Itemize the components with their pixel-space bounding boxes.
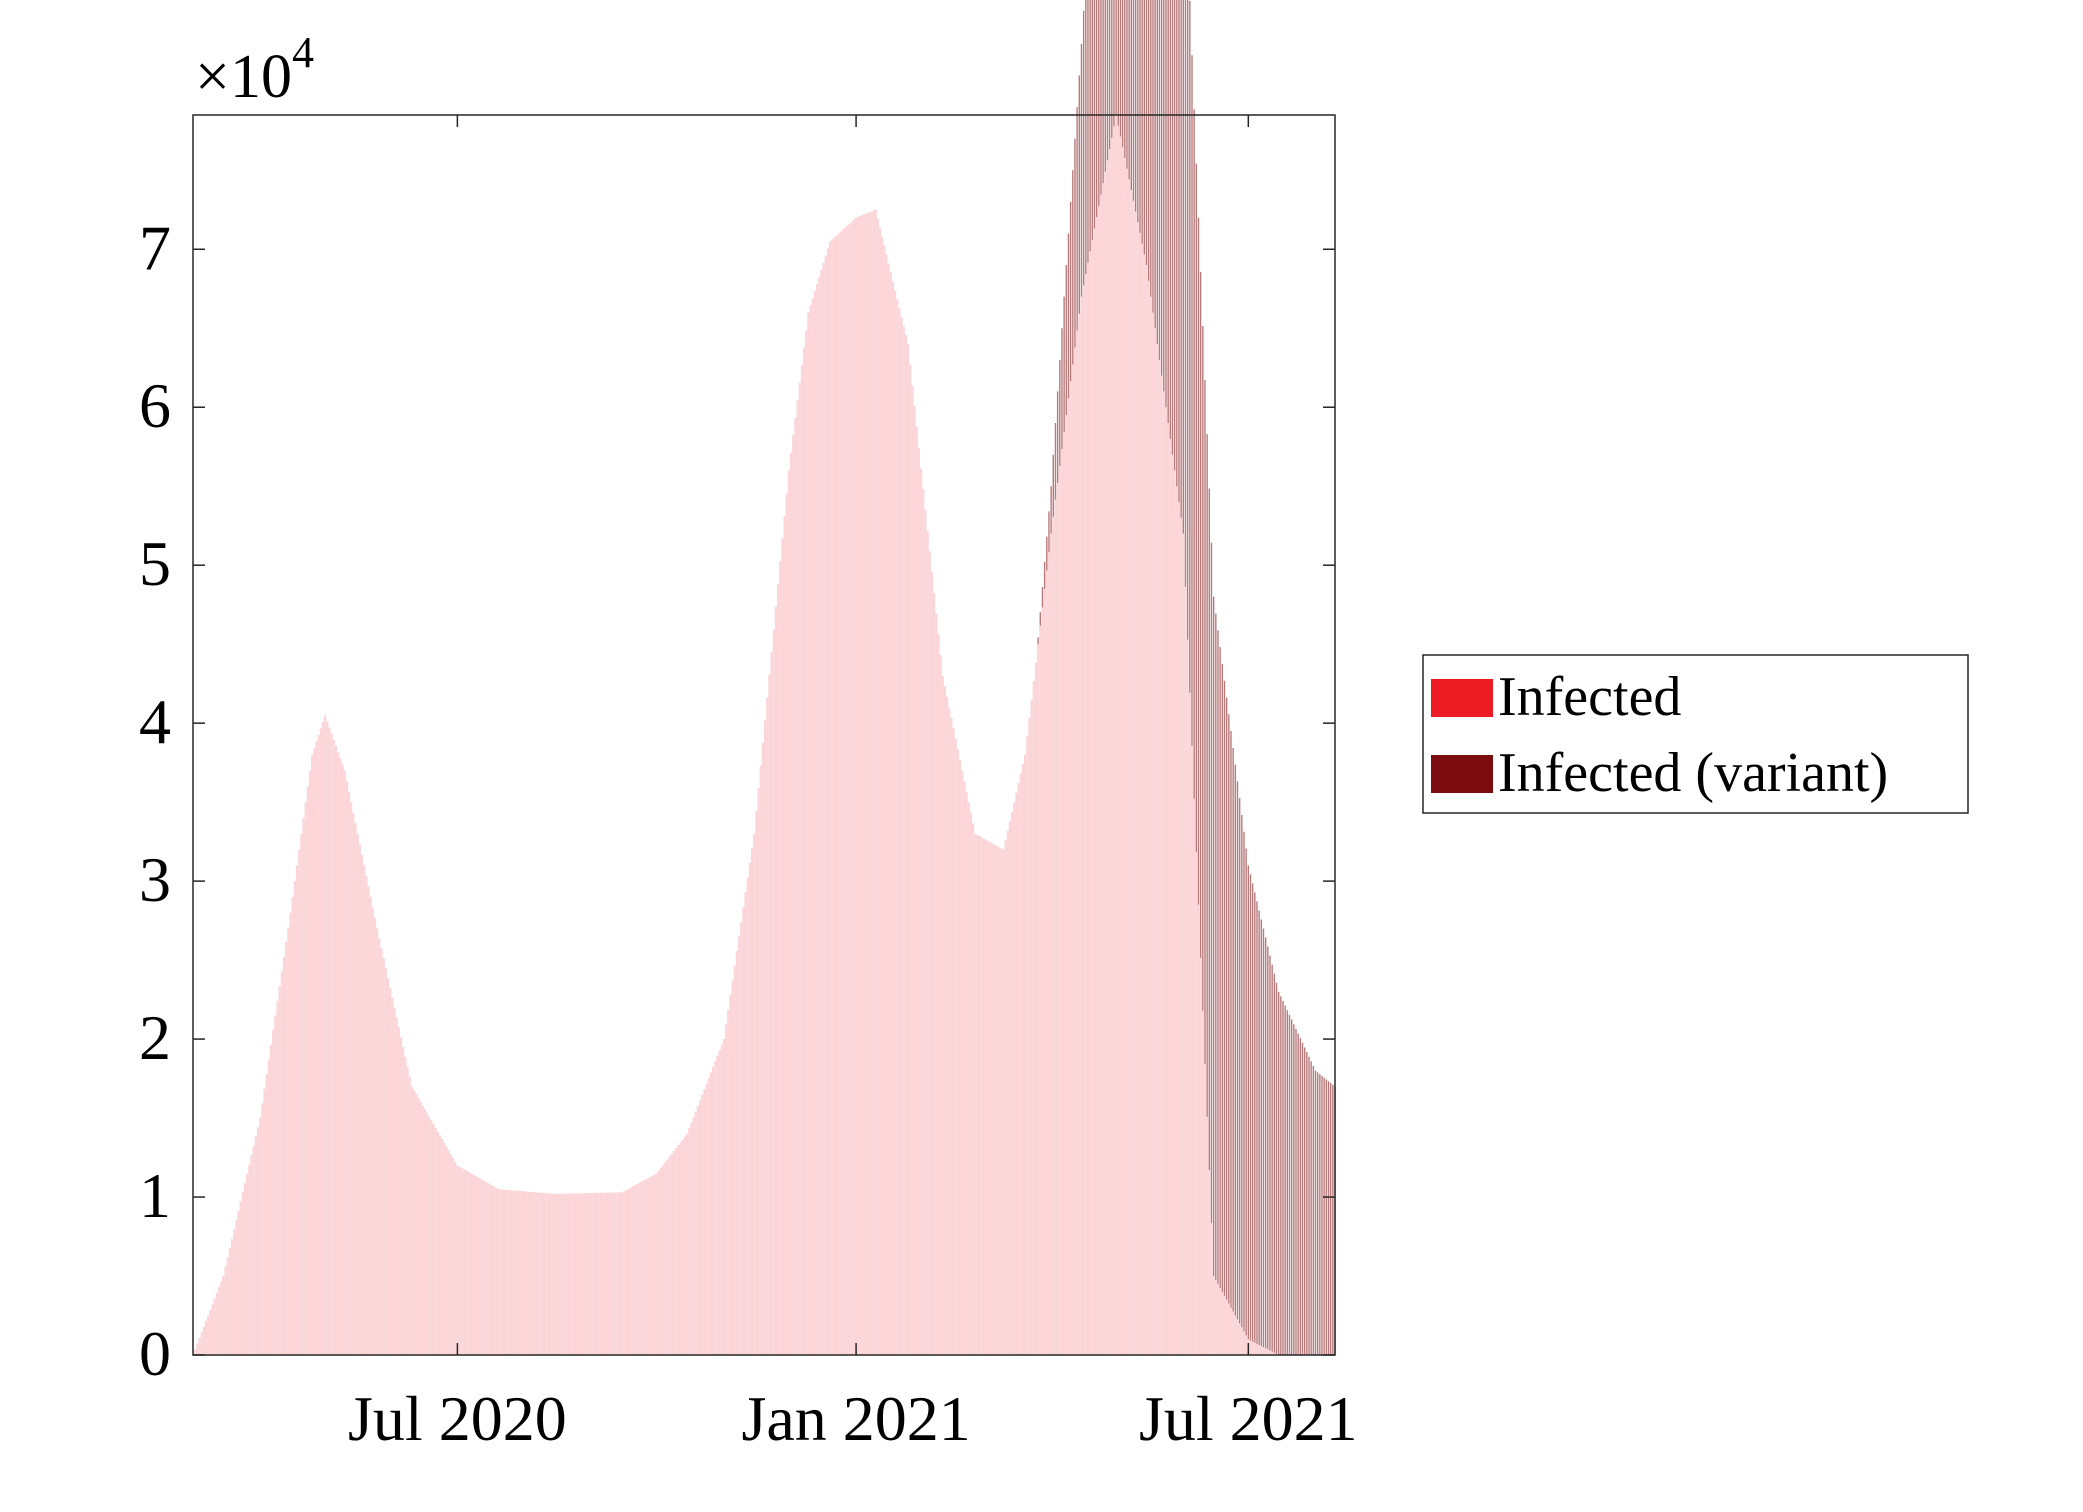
y-exponent-label: ×104 <box>195 28 314 111</box>
legend-swatch <box>1431 755 1493 793</box>
legend-box <box>1422 654 1969 814</box>
y-exponent-power: 4 <box>292 28 314 77</box>
y-tick-label: 3 <box>139 844 171 915</box>
x-tick-label: Jul 2021 <box>1139 1383 1358 1454</box>
y-tick-label: 1 <box>139 1160 171 1231</box>
x-tick-label: Jul 2020 <box>348 1383 567 1454</box>
y-tick-label: 0 <box>139 1318 171 1389</box>
y-tick-label: 6 <box>139 370 171 441</box>
legend: Infected Infected (variant) <box>1422 654 1969 814</box>
series-infected <box>194 115 1278 1355</box>
axes: 0 1 2 3 4 5 6 7 Jul 2020 Jan 2021 Jul 2021 ×104 <box>139 28 1358 1454</box>
axes-frame <box>192 114 1336 1356</box>
y-tick-label: 2 <box>139 1002 171 1073</box>
y-tick-label: 4 <box>139 686 171 757</box>
legend-label: Infected (variant) <box>1498 742 1888 804</box>
legend-label: Infected <box>1498 666 1681 728</box>
x-tick-label: Jan 2021 <box>741 1383 970 1454</box>
y-tick-label: 7 <box>139 212 171 283</box>
y-tick-label: 5 <box>139 528 171 599</box>
series-infected-variant <box>1037 0 1336 1355</box>
legend-swatch <box>1431 679 1493 717</box>
